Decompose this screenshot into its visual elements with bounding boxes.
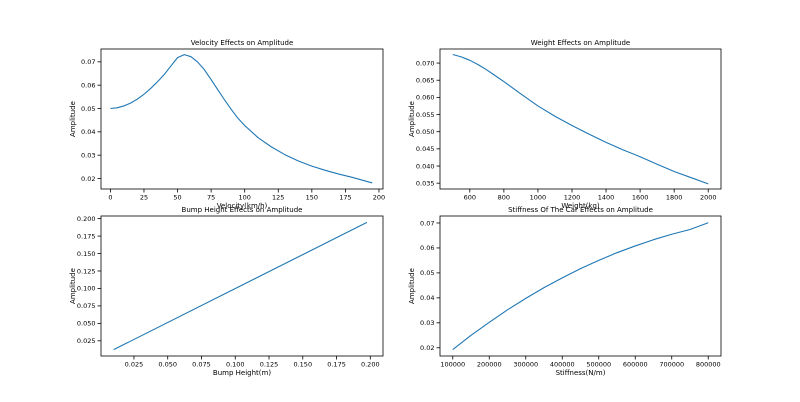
x-tick-label: 0.100 [226,361,245,369]
x-tick-label: 1200 [564,194,581,202]
y-axis-label: Amplitude [69,268,77,304]
y-tick-label: 0.07 [81,58,95,66]
x-axis-label: Stiffness(N/m) [556,369,606,377]
y-tick-label: 0.060 [416,94,435,102]
y-tick-label: 0.100 [77,285,96,293]
subplot-4: 100000 200000 300000 400000 500000 600000 7000… [408,206,722,377]
x-tick-label: 800000 [696,361,721,369]
y-tick-label: 0.050 [77,320,96,328]
y-tick-label: 0.05 [420,269,434,277]
subplot-1: 0 25 50 75 100 125 150 175 200 0.02 0.03 0.04 0.05 0.… [69,39,385,210]
x-tick-label: 0.200 [361,361,380,369]
y-tick-label: 0.200 [77,215,96,223]
y-tick-label: 0.035 [416,179,435,187]
x-tick-label: 1400 [598,194,615,202]
y-tick-label: 0.050 [416,128,435,136]
y-tick-label: 0.07 [420,219,434,227]
series-line-1 [110,54,373,184]
x-tick-label: 1600 [632,194,649,202]
subplot-3: 0.025 0.050 0.075 0.100 0.125 0.150 0.175 0.200… [69,206,384,377]
x-tick-label: 500000 [586,361,611,369]
x-tick-label: 25 [140,194,148,202]
x-tick-label: 125 [272,194,284,202]
y-tick-label: 0.05 [81,105,95,113]
y-tick-label: 0.075 [77,302,96,310]
chart-title: Stiffness Of The Car Effects on Amplitud… [508,206,653,214]
y-tick-label: 0.025 [77,337,96,345]
y-tick-label: 0.02 [81,175,95,183]
plot-frame [100,215,384,357]
y-tick-label: 0.065 [416,77,435,85]
x-tick-label: 0.125 [260,361,279,369]
x-tick-label: 0.025 [125,361,144,369]
x-tick-label: 100 [238,194,250,202]
series-line-1 [452,222,709,350]
x-tick-label: 200000 [477,361,502,369]
x-tick-label: 400000 [550,361,575,369]
x-tick-label: 175 [339,194,351,202]
y-tick-label: 0.150 [77,250,96,258]
x-tick-label: 700000 [659,361,684,369]
x-tick-label: 800 [498,194,510,202]
x-tick-label: 0.175 [327,361,346,369]
y-tick-label: 0.04 [420,294,434,302]
x-tick-label: 100000 [440,361,465,369]
y-tick-label: 0.03 [420,319,434,327]
x-tick-label: 2000 [700,194,717,202]
y-tick-label: 0.04 [81,128,95,136]
x-tick-label: 0.050 [158,361,177,369]
x-tick-label: 300000 [513,361,538,369]
x-tick-label: 75 [207,194,215,202]
plot-frame [439,215,722,357]
x-axis-label: Bump Height(m) [213,369,271,377]
x-tick-label: 1000 [530,194,547,202]
plot-frame [100,48,384,190]
y-tick-label: 0.045 [416,145,435,153]
x-tick-label: 1800 [666,194,683,202]
y-tick-label: 0.06 [420,244,434,252]
series-line-1 [452,53,709,185]
y-tick-label: 0.03 [81,151,95,159]
x-tick-label: 0 [108,194,112,202]
x-axis-label: Velocity(km/h) [217,202,268,210]
y-tick-label: 0.02 [420,344,434,352]
y-tick-label: 0.06 [81,81,95,89]
y-tick-label: 0.125 [77,267,96,275]
y-tick-label: 0.175 [77,232,96,240]
x-tick-label: 600 [464,194,476,202]
x-tick-label: 0.150 [293,361,312,369]
y-tick-label: 0.040 [416,162,435,170]
chart-title: Bump Height Effects on Amplitude [182,206,303,214]
x-tick-label: 50 [173,194,181,202]
x-tick-label: 150 [306,194,318,202]
chart-title: Weight Effects on Amplitude [531,39,630,47]
y-tick-label: 0.070 [416,59,435,67]
y-axis-label: Amplitude [69,101,77,137]
x-tick-label: 0.075 [192,361,211,369]
y-axis-label: Amplitude [408,268,416,304]
series-line-1 [113,221,368,351]
x-tick-label: 600000 [623,361,648,369]
chart-title: Velocity Effects on Amplitude [191,39,294,47]
x-tick-label: 200 [373,194,385,202]
x-axis-label: Weight(kg) [561,202,600,210]
subplot-2: 600 800 1000 1200 1400 1600 1800 2000 0.035 0.040… [408,39,722,210]
y-axis-label: Amplitude [408,101,416,137]
plot-frame [439,48,722,190]
y-tick-label: 0.055 [416,111,435,119]
